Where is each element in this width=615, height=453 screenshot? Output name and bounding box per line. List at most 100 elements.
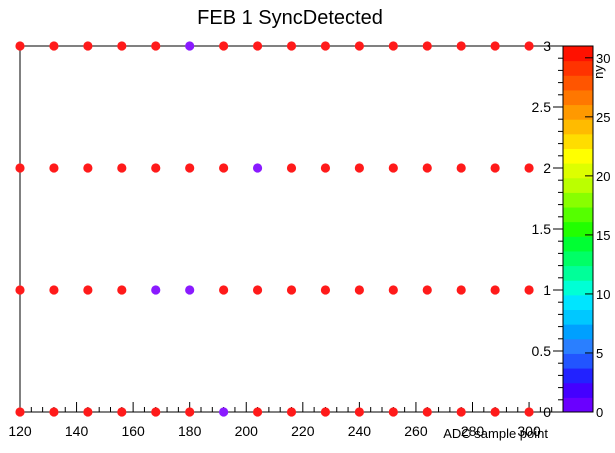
data-point [151, 407, 161, 417]
data-point [286, 163, 297, 173]
data-point [15, 407, 25, 417]
y-tick-label: 0.5 [532, 343, 552, 359]
data-point [49, 163, 59, 173]
colorbar-band [563, 368, 593, 384]
data-point [456, 41, 466, 51]
colorbar-tick-label: 25 [596, 110, 610, 125]
data-point [15, 163, 25, 173]
x-tick-label: 280 [461, 423, 485, 439]
y-tick-label: 2.5 [532, 99, 552, 115]
data-point [354, 285, 364, 295]
colorbar-band [563, 192, 593, 208]
colorbar-tick-label: 0 [596, 405, 603, 420]
data-point [151, 41, 161, 51]
colorbar-band [563, 119, 593, 135]
data-point [83, 41, 93, 51]
y-tick-label: 3 [543, 38, 551, 54]
data-point [422, 285, 432, 295]
data-point [185, 285, 195, 295]
plot-frame [19, 45, 564, 413]
data-point [320, 41, 331, 51]
colorbar-tick-label: 20 [596, 169, 610, 184]
data-point [354, 407, 364, 417]
colorbar-band [563, 338, 593, 354]
data-point [422, 41, 432, 51]
data-point [83, 285, 93, 295]
colorbar-band [563, 236, 593, 252]
data-point [524, 163, 534, 173]
x-tick-label: 200 [235, 423, 259, 439]
data-point [185, 407, 195, 417]
data-point [354, 163, 364, 173]
colorbar-band [563, 46, 593, 62]
data-point [490, 41, 500, 51]
data-point [388, 285, 398, 295]
data-point [490, 285, 500, 295]
data-point [320, 407, 331, 417]
colorbar-band [563, 148, 593, 164]
data-point [185, 41, 195, 51]
data-point [185, 163, 195, 173]
data-point [83, 407, 93, 417]
colorbar-band [563, 89, 593, 106]
data-point [524, 407, 534, 417]
data-point [456, 163, 466, 173]
data-point [388, 407, 398, 417]
colorbar-tick-label: 10 [596, 287, 610, 302]
colorbar-band [563, 309, 593, 325]
x-tick-label: 300 [517, 423, 541, 439]
data-point [117, 285, 127, 295]
data-point [388, 41, 398, 51]
data-point [490, 407, 500, 417]
colorbar-band [563, 250, 593, 267]
data-point [49, 407, 59, 417]
x-tick-label: 180 [178, 423, 202, 439]
colorbar-band [563, 133, 593, 149]
data-point [524, 285, 534, 295]
colorbar-band [563, 324, 593, 340]
data-point [422, 407, 432, 417]
x-tick-label: 140 [65, 423, 89, 439]
colorbar-tick-label: 15 [596, 228, 610, 243]
data-point [219, 163, 229, 173]
colorbar-band [563, 221, 593, 237]
data-point [456, 407, 466, 417]
data-point [49, 41, 59, 51]
data-point [219, 285, 229, 295]
colorbar-band [563, 294, 593, 311]
x-tick-label: 260 [404, 423, 428, 439]
colorbar-band [563, 207, 593, 223]
colorbar-band [563, 280, 593, 296]
data-point [15, 285, 25, 295]
data-point [219, 407, 229, 417]
x-tick-label: 120 [8, 423, 32, 439]
y-tick-label: 1 [543, 282, 551, 298]
colorbar-band [563, 265, 593, 281]
data-point [320, 163, 331, 173]
data-point [117, 407, 127, 417]
data-point [524, 41, 534, 51]
x-axis-label: ADC sample point [443, 426, 548, 441]
x-tick-label: 220 [291, 423, 315, 439]
data-point [49, 285, 59, 295]
colorbar: 0 5 10 15 20 25 30 [562, 45, 610, 420]
data-point [252, 407, 263, 417]
colorbar-frame [562, 45, 594, 413]
data-point [286, 285, 297, 295]
colorbar-band [563, 104, 593, 120]
y-tick-label: 0 [543, 404, 551, 420]
colorbar-band [563, 60, 593, 76]
data-point [422, 163, 432, 173]
x-tick-label: 240 [348, 423, 372, 439]
data-point [320, 285, 331, 295]
data-point [117, 163, 127, 173]
colorbar-band [563, 177, 593, 193]
colorbar-band [563, 353, 593, 369]
colorbar-band [563, 382, 593, 398]
data-point [286, 407, 297, 417]
y-tick-label: 1.5 [532, 221, 552, 237]
data-point [388, 163, 398, 173]
